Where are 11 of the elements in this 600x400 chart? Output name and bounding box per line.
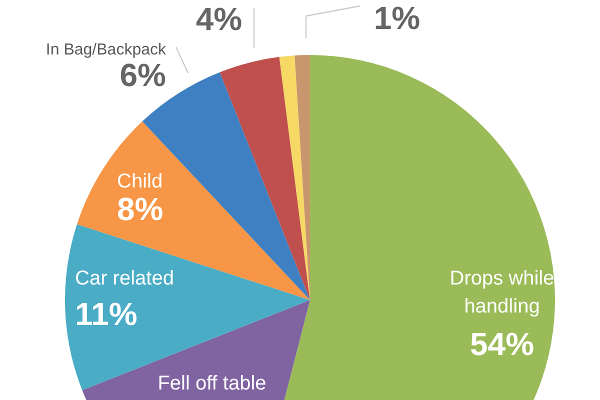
data-label: 8% bbox=[117, 190, 164, 227]
slice-label: In Bag/Backpack bbox=[46, 41, 167, 58]
data-label: 6% bbox=[120, 56, 166, 93]
data-label: 4% bbox=[196, 0, 242, 37]
slice-label: Child bbox=[117, 170, 163, 193]
data-label: 54% bbox=[470, 326, 534, 362]
slice-label: Drops while handling bbox=[450, 268, 554, 318]
data-label: 11% bbox=[75, 296, 138, 332]
data-label: 1% bbox=[374, 0, 420, 36]
slice-label: Fell off table bbox=[158, 372, 266, 395]
slice-label: Car related bbox=[75, 268, 174, 290]
